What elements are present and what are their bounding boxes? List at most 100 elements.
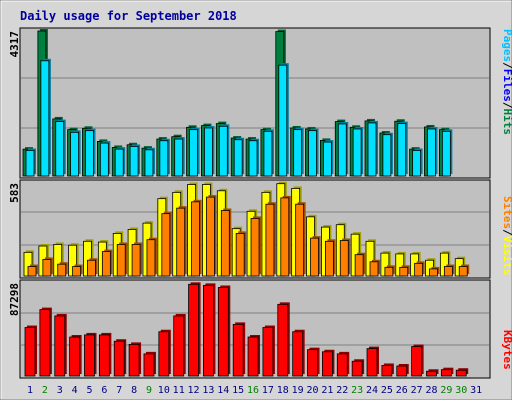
day-label: 5 bbox=[86, 385, 92, 396]
files-bar bbox=[441, 130, 451, 177]
day-label: 16 bbox=[247, 385, 259, 396]
top-legend: Pages/Files/Hits bbox=[501, 29, 512, 135]
files-bar bbox=[397, 123, 407, 177]
files-bar bbox=[352, 128, 362, 177]
sites-bar bbox=[116, 244, 126, 277]
day-label: 18 bbox=[277, 385, 289, 396]
legend-separator: / bbox=[501, 102, 512, 109]
kbytes-bar bbox=[188, 283, 199, 377]
legend-entry: Pages bbox=[501, 29, 512, 62]
legend-entry: Files bbox=[501, 69, 512, 102]
files-bar bbox=[189, 129, 198, 177]
files-bar bbox=[218, 125, 228, 177]
kbytes-bar bbox=[54, 315, 66, 377]
kbytes-bar bbox=[69, 336, 81, 377]
day-label: 10 bbox=[158, 385, 170, 396]
kbytes-bar bbox=[173, 315, 185, 377]
sites-bar bbox=[176, 207, 186, 277]
day-label: 25 bbox=[381, 385, 393, 396]
top-panel: 4317 Pages/Files/Hits bbox=[8, 27, 512, 179]
files-bar bbox=[70, 131, 80, 177]
legend-entry: Sites bbox=[501, 196, 512, 229]
sites-bar bbox=[339, 240, 349, 277]
files-bar bbox=[204, 127, 213, 177]
day-label: 21 bbox=[321, 385, 333, 396]
kbytes-bar bbox=[217, 287, 229, 377]
day-label: 3 bbox=[57, 385, 63, 396]
sites-bar bbox=[220, 210, 230, 277]
legend-entry: Visits bbox=[501, 236, 512, 276]
day-label: 28 bbox=[425, 385, 437, 396]
kbytes-bar bbox=[411, 346, 423, 377]
files-bar bbox=[427, 128, 436, 177]
top-bars bbox=[22, 29, 453, 177]
sites-bar bbox=[161, 213, 171, 277]
middle-panel: 583 Sites/Visits bbox=[8, 179, 512, 279]
sites-bar bbox=[191, 201, 200, 277]
day-label: 23 bbox=[351, 385, 363, 396]
files-bar bbox=[55, 121, 65, 177]
sites-bar bbox=[206, 196, 215, 277]
x-axis-day-labels: 1 2 3 4 5 6 7 8 9 10 11 12 13 14 15 16 17 18 19 20 21 22 23 24 2… bbox=[27, 385, 482, 396]
sites-bar bbox=[458, 266, 468, 277]
day-label: 17 bbox=[262, 385, 274, 396]
files-bar bbox=[99, 142, 109, 177]
files-bar bbox=[263, 130, 273, 177]
sites-bar bbox=[42, 259, 52, 277]
kbytes-bar bbox=[247, 336, 259, 377]
day-label: 9 bbox=[146, 385, 152, 396]
day-label: 20 bbox=[307, 385, 319, 396]
day-label: 13 bbox=[202, 385, 214, 396]
sites-bar bbox=[310, 237, 319, 277]
files-bar bbox=[25, 150, 35, 177]
day-label: 2 bbox=[42, 385, 48, 396]
files-bar bbox=[114, 148, 124, 177]
kbytes-bar bbox=[440, 369, 452, 377]
kbytes-bar bbox=[307, 349, 318, 377]
files-bar bbox=[322, 141, 332, 177]
kbytes-bar bbox=[128, 343, 140, 377]
chart-title: Daily usage for September 2018 bbox=[20, 9, 237, 23]
files-bar bbox=[337, 123, 347, 177]
files-bar bbox=[174, 138, 184, 177]
files-bar bbox=[129, 146, 139, 177]
day-label: 19 bbox=[292, 385, 304, 396]
bottom-legend: KBytes bbox=[501, 330, 512, 370]
middle-legend: Sites/Visits bbox=[501, 196, 512, 276]
legend-separator: / bbox=[501, 62, 512, 69]
sites-bar bbox=[265, 203, 275, 277]
kbytes-bar bbox=[98, 334, 110, 377]
sites-bar bbox=[27, 266, 37, 277]
files-bar bbox=[293, 129, 303, 177]
kbytes-bar bbox=[158, 331, 170, 377]
kbytes-bar bbox=[84, 334, 95, 377]
kbytes-bar bbox=[24, 327, 36, 377]
kbytes-bar bbox=[426, 370, 437, 377]
day-label: 26 bbox=[396, 385, 408, 396]
day-label: 22 bbox=[336, 385, 348, 396]
sites-bar bbox=[414, 262, 424, 277]
day-label: 11 bbox=[173, 385, 185, 396]
day-label: 31 bbox=[470, 385, 482, 396]
sites-bar bbox=[280, 197, 290, 277]
files-bar bbox=[159, 140, 169, 177]
kbytes-bar bbox=[351, 360, 363, 377]
sites-bar bbox=[354, 254, 364, 277]
day-label: 8 bbox=[131, 385, 137, 396]
sites-bar bbox=[369, 261, 379, 277]
sites-bar bbox=[399, 266, 409, 277]
files-bar bbox=[40, 60, 50, 177]
files-bar bbox=[278, 64, 288, 177]
sites-bar bbox=[101, 251, 111, 277]
kbytes-bar bbox=[366, 348, 378, 377]
kbytes-bar bbox=[321, 351, 333, 377]
files-bar bbox=[144, 149, 154, 177]
day-label: 7 bbox=[116, 385, 122, 396]
legend-entry: KBytes bbox=[501, 330, 512, 370]
day-label: 12 bbox=[188, 385, 200, 396]
kbytes-bar bbox=[203, 284, 214, 377]
day-label: 29 bbox=[440, 385, 452, 396]
day-label: 1 bbox=[27, 385, 33, 396]
kbytes-bar bbox=[143, 353, 155, 377]
